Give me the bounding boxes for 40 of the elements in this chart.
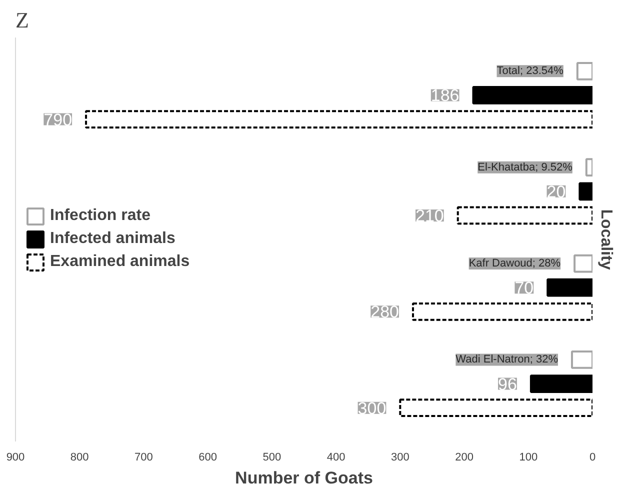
x-tick-label: 100 — [519, 452, 538, 464]
bar — [472, 86, 592, 104]
x-tick-label: 600 — [198, 452, 218, 464]
legend-label: Infected animals — [50, 230, 176, 248]
bar — [546, 278, 592, 297]
bar — [399, 398, 592, 418]
x-tick-label: 500 — [262, 452, 282, 464]
data-label: El-Khatatba; 9.52% — [478, 161, 573, 174]
data-label: 96 — [498, 374, 517, 394]
x-tick-label: 300 — [390, 452, 410, 464]
data-label: 20 — [546, 182, 566, 202]
bar — [456, 206, 592, 225]
x-axis-title: Number of Goats — [235, 468, 373, 488]
data-label: Kafr Dawoud; 28% — [468, 258, 561, 270]
x-tick-label: 900 — [6, 452, 25, 464]
data-label: 210 — [416, 206, 444, 226]
data-label: 790 — [44, 110, 72, 130]
y2-axis-title: Locality — [598, 209, 614, 270]
legend-label: Infection rate — [50, 207, 150, 225]
data-label: 300 — [358, 398, 386, 418]
data-label: Total; 23.54% — [496, 65, 564, 78]
chart-title: Z — [16, 8, 29, 32]
x-tick-label: 700 — [134, 452, 153, 464]
bar — [576, 62, 592, 80]
x-tick-label: 200 — [455, 452, 474, 464]
data-label: Wadi El-Natron; 32% — [456, 354, 558, 366]
x-tick-label: 800 — [70, 452, 89, 464]
bar — [530, 374, 592, 393]
bar — [585, 158, 592, 177]
x-tick-label: 400 — [326, 452, 346, 464]
data-label: 186 — [430, 86, 460, 106]
bar — [574, 254, 592, 273]
bar — [412, 302, 592, 321]
bar — [85, 110, 592, 128]
bar — [570, 350, 592, 369]
data-label: 70 — [514, 278, 534, 298]
bar — [578, 182, 592, 201]
data-label: 280 — [370, 302, 399, 322]
x-tick-label: 0 — [589, 452, 596, 464]
legend-label: Examined animals — [50, 253, 190, 271]
